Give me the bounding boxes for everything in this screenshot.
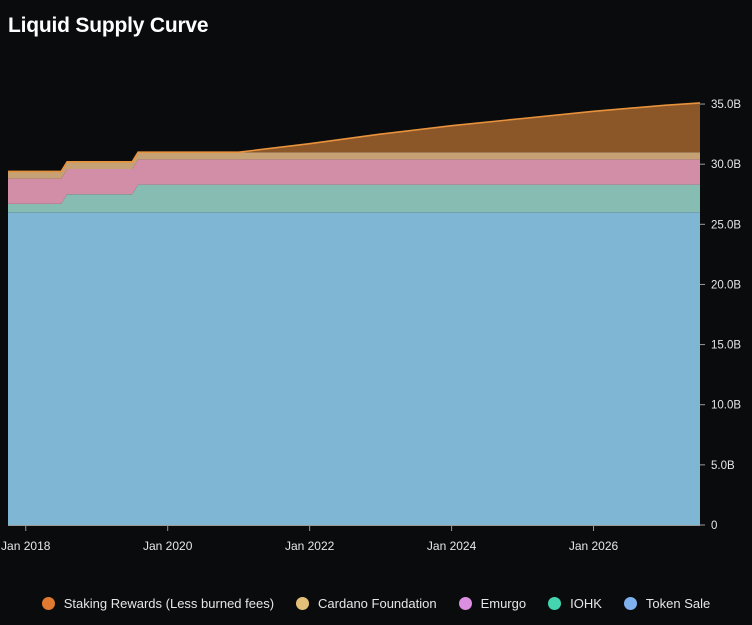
legend-swatch-iohk bbox=[548, 597, 562, 610]
y-tick-label: 15.0B bbox=[711, 340, 741, 352]
legend-item-token-sale[interactable]: Token Sale bbox=[623, 596, 711, 611]
y-tick-label: 35.0B bbox=[711, 99, 741, 111]
legend-label-token-sale: Token Sale bbox=[645, 596, 711, 611]
legend-item-emurgo[interactable]: Emurgo bbox=[458, 596, 527, 611]
x-tick-label: Jan 2018 bbox=[1, 539, 51, 553]
series-area-emurgo bbox=[8, 159, 700, 204]
y-tick-label: 10.0B bbox=[711, 400, 741, 412]
x-tick-label: Jan 2020 bbox=[143, 539, 193, 553]
y-tick-label: 25.0B bbox=[711, 219, 741, 231]
series-area-token-sale bbox=[8, 212, 700, 526]
series-area-staking-rewards-less-burned-fees bbox=[8, 102, 700, 172]
y-tick-label: 0 bbox=[711, 520, 717, 532]
legend-label-cardano-foundation: Cardano Foundation bbox=[318, 596, 437, 611]
x-tick-label: Jan 2022 bbox=[285, 539, 335, 553]
y-tick-label: 5.0B bbox=[711, 460, 735, 472]
series-area-iohk bbox=[8, 184, 700, 213]
x-tick-label: Jan 2024 bbox=[427, 539, 477, 553]
legend-item-staking-rewards[interactable]: Staking Rewards (Less burned fees) bbox=[41, 596, 275, 611]
y-tick-label: 30.0B bbox=[711, 159, 741, 171]
legend-item-cardano-foundation[interactable]: Cardano Foundation bbox=[296, 596, 437, 611]
legend-swatch-staking-rewards bbox=[41, 597, 55, 610]
y-tick-label: 20.0B bbox=[711, 279, 741, 291]
chart-title: Liquid Supply Curve bbox=[8, 14, 209, 37]
legend-label-emurgo: Emurgo bbox=[480, 596, 527, 611]
chart-legend: Staking Rewards (Less burned fees) Carda… bbox=[0, 596, 752, 611]
x-tick-label: Jan 2026 bbox=[569, 539, 619, 553]
legend-label-staking-rewards: Staking Rewards (Less burned fees) bbox=[63, 596, 275, 611]
legend-item-iohk[interactable]: IOHK bbox=[548, 596, 602, 611]
legend-swatch-emurgo bbox=[458, 597, 472, 610]
legend-swatch-token-sale bbox=[623, 597, 637, 610]
legend-swatch-cardano-foundation bbox=[296, 597, 310, 610]
total-supply-line bbox=[8, 102, 701, 173]
chart-plot: Jan 2018 Jan 2020 Jan 2022 Jan 2024 Jan 2026… bbox=[1, 99, 741, 553]
legend-label-iohk: IOHK bbox=[570, 596, 602, 611]
series-area-cardano-foundation bbox=[8, 152, 700, 179]
